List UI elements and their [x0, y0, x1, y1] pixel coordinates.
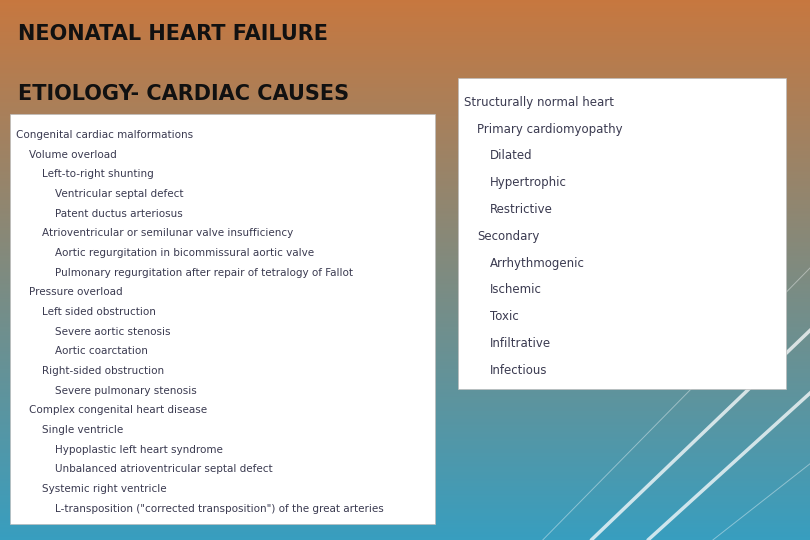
Text: Structurally normal heart: Structurally normal heart	[464, 96, 614, 109]
Text: NEONATAL HEART FAILURE: NEONATAL HEART FAILURE	[18, 24, 328, 44]
Text: ETIOLOGY- CARDIAC CAUSES: ETIOLOGY- CARDIAC CAUSES	[18, 84, 349, 104]
FancyBboxPatch shape	[458, 78, 786, 389]
Text: L-transposition ("corrected transposition") of the great arteries: L-transposition ("corrected transpositio…	[55, 504, 384, 514]
Text: Patent ductus arteriosus: Patent ductus arteriosus	[55, 209, 183, 219]
Text: Left sided obstruction: Left sided obstruction	[42, 307, 156, 317]
Text: Severe aortic stenosis: Severe aortic stenosis	[55, 327, 171, 336]
Text: Pressure overload: Pressure overload	[29, 287, 123, 298]
Text: Systemic right ventricle: Systemic right ventricle	[42, 484, 167, 494]
Text: Severe pulmonary stenosis: Severe pulmonary stenosis	[55, 386, 197, 396]
Text: Single ventricle: Single ventricle	[42, 425, 123, 435]
Text: Toxic: Toxic	[490, 310, 518, 323]
Text: Primary cardiomyopathy: Primary cardiomyopathy	[477, 123, 623, 136]
Text: Volume overload: Volume overload	[29, 150, 117, 160]
Text: Congenital cardiac malformations: Congenital cardiac malformations	[16, 130, 194, 140]
Text: Aortic regurgitation in bicommissural aortic valve: Aortic regurgitation in bicommissural ao…	[55, 248, 314, 258]
Text: Hypoplastic left heart syndrome: Hypoplastic left heart syndrome	[55, 444, 223, 455]
Text: Right-sided obstruction: Right-sided obstruction	[42, 366, 164, 376]
Text: Hypertrophic: Hypertrophic	[490, 176, 567, 189]
FancyBboxPatch shape	[10, 114, 435, 524]
Text: Left-to-right shunting: Left-to-right shunting	[42, 170, 154, 179]
Text: Ventricular septal defect: Ventricular septal defect	[55, 189, 184, 199]
Text: Infectious: Infectious	[490, 363, 548, 376]
Text: Aortic coarctation: Aortic coarctation	[55, 346, 148, 356]
Text: Infiltrative: Infiltrative	[490, 337, 551, 350]
Text: Atrioventricular or semilunar valve insufficiency: Atrioventricular or semilunar valve insu…	[42, 228, 293, 238]
Text: Dilated: Dilated	[490, 150, 533, 163]
Text: Ischemic: Ischemic	[490, 284, 542, 296]
Text: Pulmonary regurgitation after repair of tetralogy of Fallot: Pulmonary regurgitation after repair of …	[55, 268, 353, 278]
Text: Secondary: Secondary	[477, 230, 539, 243]
Text: Unbalanced atrioventricular septal defect: Unbalanced atrioventricular septal defec…	[55, 464, 273, 474]
Text: Arrhythmogenic: Arrhythmogenic	[490, 256, 585, 269]
Text: Complex congenital heart disease: Complex congenital heart disease	[29, 406, 207, 415]
Text: Restrictive: Restrictive	[490, 203, 553, 216]
